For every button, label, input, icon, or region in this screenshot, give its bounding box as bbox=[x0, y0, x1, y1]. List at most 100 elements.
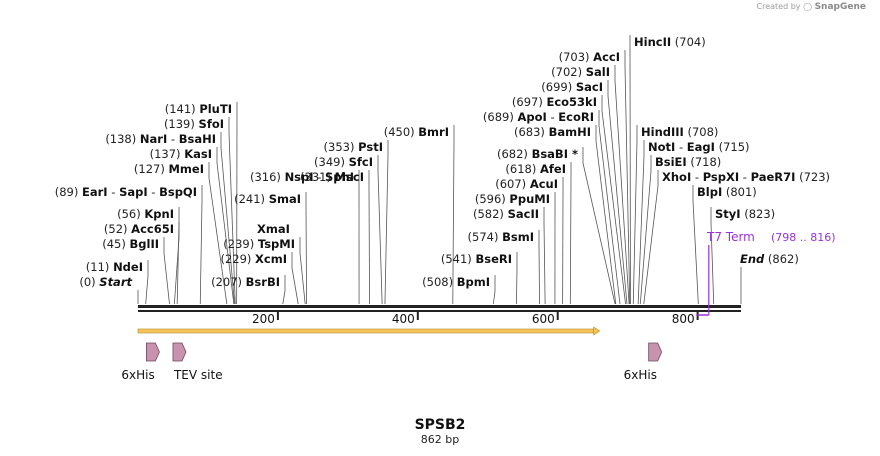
enzyme-name: End bbox=[740, 252, 765, 266]
cut-site-position: (229) bbox=[220, 252, 255, 266]
snapgene-credit: Created by ◯ SnapGene bbox=[757, 2, 866, 12]
cut-site-position: (596) bbox=[475, 192, 510, 206]
cut-site-stem bbox=[614, 80, 630, 305]
cut-site-label: (45) BglII bbox=[102, 237, 159, 251]
enzyme-name: ApoI bbox=[518, 110, 547, 124]
cut-site-label: (127) MmeI bbox=[134, 162, 204, 176]
enzyme-name: NotI bbox=[648, 140, 675, 154]
cut-site-label: (607) AcuI bbox=[495, 177, 558, 191]
t7-term-label: T7 Term bbox=[706, 230, 755, 244]
enzyme-name: HincII bbox=[634, 35, 671, 49]
cut-site-position: (137) bbox=[150, 147, 185, 161]
sequence-length: 862 bp bbox=[420, 433, 460, 446]
cut-site-stem bbox=[710, 222, 715, 305]
cut-site-position: (127) bbox=[134, 162, 169, 176]
cut-site-stem bbox=[538, 245, 540, 305]
cut-site-position: (331) bbox=[300, 170, 335, 184]
cut-site-position: (801) bbox=[722, 185, 757, 199]
cut-site-stem bbox=[598, 125, 621, 305]
cut-site-stem bbox=[543, 222, 546, 305]
backbone-bottom-strand bbox=[138, 310, 741, 312]
cut-site-position: (582) bbox=[473, 207, 508, 221]
ruler-tick-label: 400 bbox=[392, 312, 415, 326]
cut-site-position: (697) bbox=[512, 95, 547, 109]
ruler-tick-label: 800 bbox=[672, 312, 695, 326]
cut-site-stem bbox=[384, 155, 389, 305]
t7-term-range: (798 .. 816) bbox=[771, 231, 836, 244]
enzyme-name: Start bbox=[99, 275, 132, 289]
cut-site-position: (683) bbox=[514, 125, 549, 139]
cut-site-label: (618) AfeI bbox=[505, 162, 566, 176]
enzyme-name: XmaI bbox=[257, 222, 290, 236]
orf-arrow bbox=[137, 328, 594, 334]
enzyme-name: SfoI bbox=[199, 117, 224, 131]
cut-site-position: (207) bbox=[211, 275, 246, 289]
cut-site-label: (699) SacI bbox=[541, 80, 603, 94]
cut-site-label: (89) EarI - SapI - BspQI bbox=[55, 185, 197, 199]
cut-site-position: (56) bbox=[117, 207, 144, 221]
cut-site-position: (574) bbox=[468, 230, 503, 244]
cut-site-position: (11) bbox=[86, 260, 113, 274]
cut-site-label: (689) ApoI - EcoRI bbox=[483, 110, 594, 124]
cut-site-label: BlpI (801) bbox=[697, 185, 757, 199]
enzyme-name: BsaBI * bbox=[532, 147, 578, 161]
cut-site-stem bbox=[377, 170, 383, 305]
cut-site-label: End (862) bbox=[740, 252, 799, 266]
cut-site-position: (138) bbox=[105, 132, 140, 146]
enzyme-name: BsrBI bbox=[246, 275, 280, 289]
cut-site-position: (450) bbox=[384, 125, 419, 139]
enzyme-name: BamHI bbox=[549, 125, 591, 139]
enzyme-name: BglII bbox=[130, 237, 160, 251]
cut-site-stem bbox=[220, 147, 235, 305]
cut-site-label: HindIII (708) bbox=[641, 125, 718, 139]
enzyme-name: Acc65I bbox=[131, 222, 174, 236]
ruler-tick-label: 600 bbox=[532, 312, 555, 326]
cut-site-stem bbox=[692, 200, 699, 305]
enzyme-name: - bbox=[691, 170, 702, 184]
cut-site-label: (239) TspMI bbox=[223, 237, 295, 251]
enzyme-name: SacII bbox=[508, 207, 539, 221]
cut-site-stem bbox=[176, 222, 180, 305]
cut-site-label: (316) NspI - SphI bbox=[250, 170, 354, 184]
cut-site-label: (697) Eco53kI bbox=[512, 95, 597, 109]
cut-site-label: (241) SmaI bbox=[234, 192, 301, 206]
enzyme-name: EarI bbox=[82, 185, 108, 199]
enzyme-name: XcmI bbox=[255, 252, 287, 266]
cut-site-label: (541) BseRI bbox=[441, 252, 512, 266]
enzyme-name: BspQI bbox=[159, 185, 197, 199]
enzyme-name: AfeI bbox=[540, 162, 566, 176]
cut-site-stem bbox=[228, 132, 236, 305]
cut-site-stem bbox=[607, 95, 628, 305]
cut-site-stem bbox=[492, 290, 496, 305]
enzyme-name: BsaHI bbox=[179, 132, 216, 146]
cut-site-stem bbox=[291, 267, 299, 305]
enzyme-name: Eco53kI bbox=[546, 95, 597, 109]
enzyme-name: EagI bbox=[687, 140, 715, 154]
cut-site-label: (141) PluTI bbox=[165, 102, 232, 116]
cut-site-stem bbox=[569, 177, 572, 305]
cut-site-stem bbox=[163, 252, 170, 305]
cut-site-label: (137) KasI bbox=[150, 147, 212, 161]
cut-site-label: NotI - EagI (715) bbox=[648, 140, 750, 154]
cut-site-position: (353) bbox=[324, 140, 359, 154]
cut-site-label: (138) NarI - BsaHI bbox=[105, 132, 216, 146]
enzyme-name: EcoRI bbox=[558, 110, 594, 124]
cut-site-label: (56) KpnI bbox=[117, 207, 174, 221]
enzyme-name: KasI bbox=[184, 147, 212, 161]
enzyme-name: PpuMI bbox=[509, 192, 550, 206]
cut-site-stem bbox=[632, 140, 638, 305]
enzyme-name: KpnI bbox=[144, 207, 174, 221]
backbone-top-strand bbox=[138, 305, 741, 308]
enzyme-name: PaeR7I bbox=[751, 170, 796, 184]
cut-site-stem bbox=[643, 185, 659, 305]
cut-site-label: (702) SalI bbox=[551, 65, 610, 79]
enzyme-name: SphI bbox=[325, 170, 354, 184]
enzyme-name: XhoI bbox=[662, 170, 691, 184]
enzyme-name: MmeI bbox=[168, 162, 204, 176]
cut-site-position: (618) bbox=[505, 162, 540, 176]
enzyme-name: NdeI bbox=[113, 260, 143, 274]
cut-site-position: (45) bbox=[102, 237, 129, 251]
enzyme-name: AcuI bbox=[530, 177, 558, 191]
enzyme-name: StyI bbox=[715, 207, 741, 221]
